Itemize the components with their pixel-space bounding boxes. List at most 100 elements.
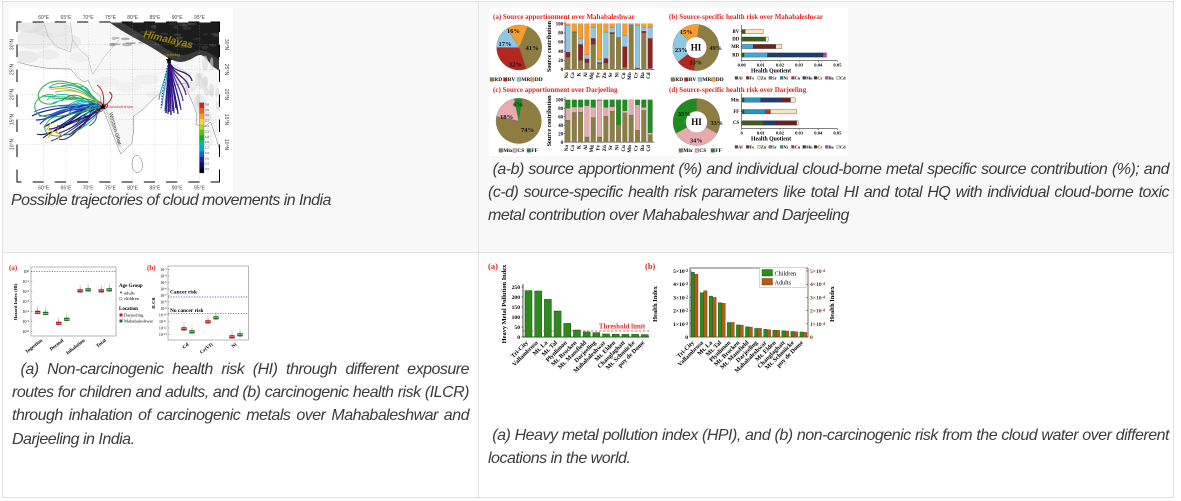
svg-text:Total: Total [96, 338, 108, 349]
svg-text:MR: MR [731, 45, 740, 50]
svg-text:3×10-2: 3×10-2 [673, 294, 688, 301]
svg-text:10-11: 10-11 [159, 320, 167, 324]
svg-text:(a): (a) [9, 264, 18, 272]
svg-text:Na: Na [565, 72, 570, 79]
svg-text:3.5: 3.5 [205, 108, 209, 112]
svg-text:95°E: 95°E [194, 15, 206, 21]
svg-text:Mn: Mn [628, 72, 633, 80]
svg-text:0.01: 0.01 [757, 63, 766, 68]
svg-text:Mn: Mn [628, 145, 633, 153]
svg-text:10-1: 10-1 [22, 279, 29, 284]
svg-text:10-4: 10-4 [22, 309, 29, 314]
svg-text:34%: 34% [690, 138, 702, 145]
svg-text:FF: FF [715, 148, 722, 154]
svg-text:95°E: 95°E [194, 186, 206, 192]
svg-text:2.1: 2.1 [205, 129, 209, 133]
svg-text:2×10-2: 2×10-2 [673, 307, 688, 314]
svg-text:Mahabaleshwar: Mahabaleshwar [108, 105, 135, 109]
svg-text:Na: Na [565, 145, 570, 152]
svg-text:K: K [578, 72, 583, 76]
svg-text:Health Index: Health Index [829, 285, 836, 321]
svg-text:Zn: Zn [603, 72, 608, 78]
svg-text:Heavy Metal Pollution Index: Heavy Metal Pollution Index [501, 264, 508, 343]
svg-text:DD: DD [535, 77, 543, 83]
svg-text:10-3: 10-3 [160, 268, 167, 272]
svg-text:Ni: Ni [615, 144, 620, 150]
svg-text:Darjeeling: Darjeeling [164, 53, 180, 57]
svg-text:80: 80 [558, 107, 563, 112]
svg-text:Fe: Fe [597, 72, 602, 78]
svg-text:MR: MR [521, 77, 530, 83]
svg-text:Cu: Cu [795, 75, 801, 80]
svg-text:40: 40 [558, 50, 563, 55]
svg-text:10-6: 10-6 [160, 288, 167, 292]
svg-text:150: 150 [512, 305, 521, 311]
svg-text:Mg: Mg [590, 145, 595, 153]
svg-text:85°E: 85°E [150, 15, 162, 21]
svg-text:40: 40 [558, 124, 563, 129]
svg-text:Sr: Sr [609, 144, 614, 150]
svg-text:33%: 33% [678, 111, 690, 118]
svg-text:Fe: Fe [750, 144, 755, 149]
svg-text:FF: FF [531, 148, 538, 154]
svg-text:20°N: 20°N [223, 89, 229, 101]
svg-text:70°E: 70°E [83, 15, 95, 21]
svg-text:Cr: Cr [817, 75, 822, 80]
svg-text:2×10-4: 2×10-4 [810, 307, 825, 314]
svg-text:15°N: 15°N [10, 114, 16, 126]
svg-text:70°E: 70°E [83, 186, 95, 192]
svg-text:100: 100 [556, 99, 564, 104]
svg-text:Cd: Cd [840, 144, 846, 149]
svg-text:adults: adults [124, 291, 135, 296]
svg-text:(d) Source-specific health ri: (d) Source-specific health risk over Dar… [669, 86, 807, 94]
svg-text:Al: Al [584, 72, 589, 78]
svg-text:4×10-2: 4×10-2 [673, 281, 688, 288]
svg-text:DD: DD [732, 38, 739, 43]
svg-text:0.02: 0.02 [776, 130, 785, 135]
svg-text:1.8: 1.8 [205, 135, 209, 139]
svg-text:Cr: Cr [634, 72, 639, 79]
svg-text:10-7: 10-7 [160, 294, 167, 298]
svg-text:23%: 23% [675, 47, 687, 54]
svg-text:1×10-2: 1×10-2 [673, 321, 688, 328]
svg-text:90°E: 90°E [172, 186, 184, 192]
svg-text:(b): (b) [645, 261, 656, 271]
svg-text:0.00: 0.00 [738, 63, 747, 68]
svg-text:10-8: 10-8 [160, 301, 167, 305]
svg-text:60: 60 [558, 41, 563, 46]
svg-text:RD: RD [494, 77, 502, 83]
svg-text:Mn: Mn [806, 75, 813, 80]
svg-text:3.0: 3.0 [205, 113, 209, 117]
svg-text:3.8: 3.8 [205, 102, 209, 106]
svg-text:RD: RD [675, 77, 683, 83]
svg-text:BV: BV [689, 77, 697, 83]
svg-text:FF: FF [733, 110, 739, 115]
svg-text:0.9: 0.9 [205, 151, 209, 155]
svg-text:BV: BV [508, 77, 516, 83]
svg-text:10-3: 10-3 [22, 299, 29, 304]
svg-text:CS: CS [699, 148, 706, 154]
svg-text:30°N: 30°N [10, 39, 16, 51]
svg-text:Ni: Ni [784, 75, 789, 80]
svg-text:Ba: Ba [641, 72, 646, 78]
svg-text:Mix: Mix [731, 98, 740, 103]
svg-text:100: 100 [23, 269, 29, 274]
svg-text:Sr: Sr [772, 144, 776, 149]
svg-text:(a): (a) [488, 261, 498, 271]
svg-text:Cu: Cu [622, 72, 627, 79]
svg-text:BV: BV [733, 30, 740, 35]
svg-text:41%: 41% [526, 45, 539, 52]
svg-text:20: 20 [558, 132, 563, 137]
svg-text:10-4: 10-4 [160, 275, 167, 279]
svg-text:0.01: 0.01 [757, 130, 766, 135]
svg-text:Ba: Ba [829, 144, 835, 149]
svg-text:5×10-4: 5×10-4 [810, 268, 825, 275]
svg-text:Sr: Sr [772, 75, 776, 80]
svg-text:10°N: 10°N [223, 139, 229, 151]
svg-text:1×10-4: 1×10-4 [810, 321, 825, 328]
svg-text:17%: 17% [499, 41, 512, 48]
svg-text:HI: HI [691, 117, 702, 127]
svg-text:Cancer risk: Cancer risk [170, 290, 197, 296]
svg-text:0.6: 0.6 [205, 156, 209, 160]
svg-text:Health Index: Health Index [652, 285, 659, 321]
